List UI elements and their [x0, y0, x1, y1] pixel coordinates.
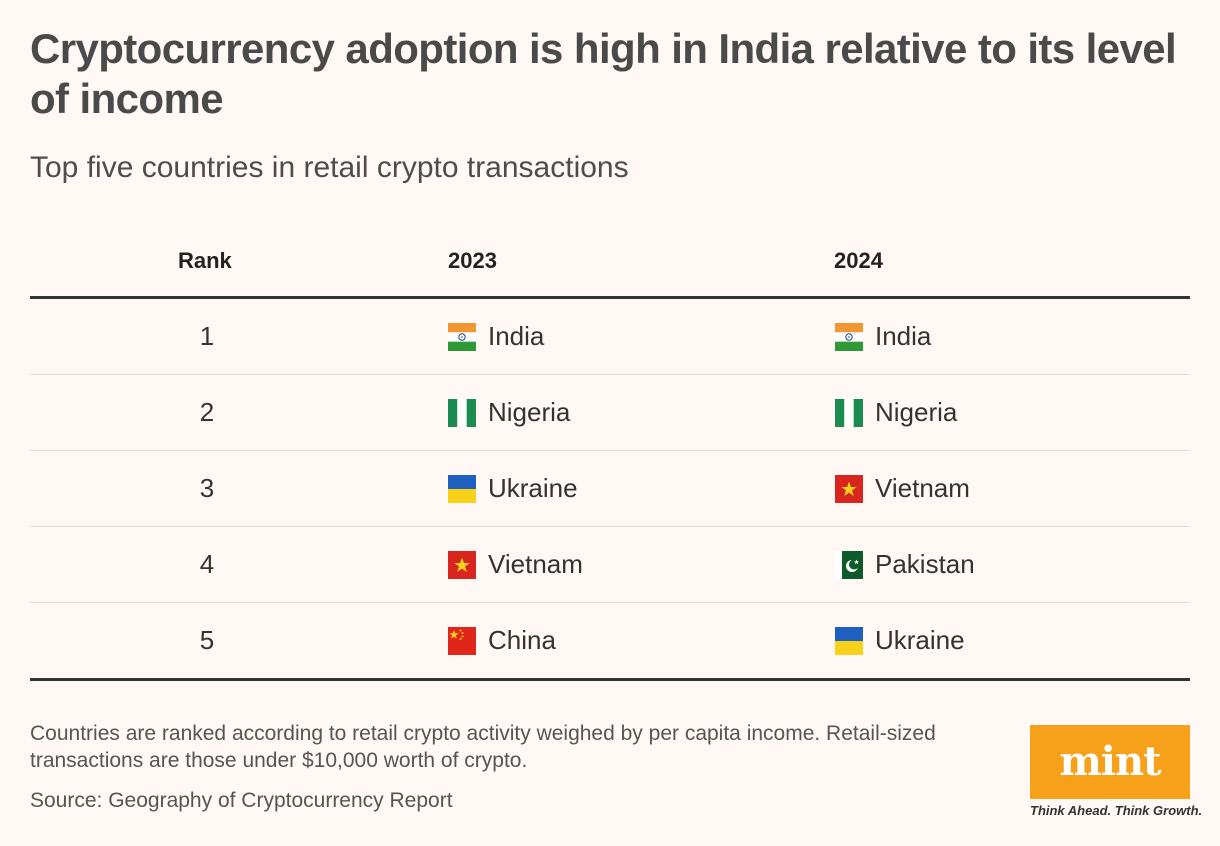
table-row: 4 Vietnam Pakistan	[30, 527, 1190, 603]
table-row: 2 Nigeria Nigeria	[30, 375, 1190, 451]
rank-cell: 3	[199, 473, 215, 503]
chart-title: Cryptocurrency adoption is high in India…	[30, 25, 1177, 122]
india-flag-icon	[448, 322, 476, 351]
column-header-2024: 2024	[834, 248, 883, 273]
country-cell-2023: China	[448, 603, 556, 678]
rank-cell: 2	[199, 397, 215, 427]
pakistan-flag-icon	[835, 550, 863, 579]
nigeria-flag-icon	[835, 398, 863, 427]
country-cell-2024: Vietnam	[835, 451, 970, 526]
nigeria-flag-icon	[448, 398, 476, 427]
country-cell-2023: Ukraine	[448, 451, 578, 526]
ranking-table: Rank 2023 2024 1 India India	[30, 228, 1190, 681]
country-cell-2024: Pakistan	[835, 527, 975, 602]
country-cell-2023: India	[448, 299, 544, 374]
country-cell-2024: India	[835, 299, 931, 374]
country-name: Nigeria	[488, 397, 571, 427]
country-name: Nigeria	[875, 397, 958, 427]
column-header-2023: 2023	[448, 248, 497, 273]
country-name: Ukraine	[875, 625, 965, 655]
mint-logo: mint	[1030, 725, 1190, 799]
rank-cell: 5	[199, 625, 215, 655]
vietnam-flag-icon	[835, 474, 863, 503]
country-name: Vietnam	[488, 549, 583, 579]
country-cell-2023: Nigeria	[448, 375, 570, 450]
country-cell-2024: Nigeria	[835, 375, 957, 450]
country-name: Ukraine	[488, 473, 578, 503]
logo-tagline: Think Ahead. Think Growth.	[1030, 803, 1203, 818]
country-name: China	[488, 625, 556, 655]
column-header-rank: Rank	[178, 248, 232, 273]
ukraine-flag-icon	[835, 626, 863, 655]
country-cell-2023: Vietnam	[448, 527, 583, 602]
vietnam-flag-icon	[448, 550, 476, 579]
india-flag-icon	[835, 322, 863, 351]
chart-subtitle: Top five countries in retail crypto tran…	[30, 151, 629, 184]
rank-cell: 4	[199, 549, 215, 579]
china-flag-icon	[448, 626, 476, 655]
country-cell-2024: Ukraine	[835, 603, 965, 678]
table-row: 1 India India	[30, 299, 1190, 375]
ukraine-flag-icon	[448, 474, 476, 503]
country-name: Vietnam	[875, 473, 970, 503]
footnote: Countries are ranked according to retail…	[30, 722, 936, 772]
source-note: Source: Geography of Cryptocurrency Repo…	[30, 789, 453, 812]
table-header: Rank 2023 2024	[30, 228, 1190, 299]
country-name: India	[875, 321, 932, 351]
table-row: 5 China Ukraine	[30, 603, 1190, 681]
logo-text: mint	[1059, 738, 1161, 785]
country-name: Pakistan	[875, 549, 975, 579]
country-name: India	[488, 321, 545, 351]
table-row: 3 Ukraine Vietnam	[30, 451, 1190, 527]
rank-cell: 1	[199, 321, 215, 351]
